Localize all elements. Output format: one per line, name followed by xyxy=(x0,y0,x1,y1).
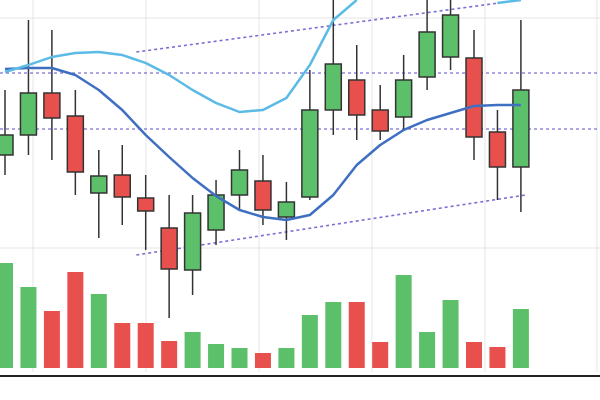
candle-body xyxy=(43,92,61,119)
volume-bar xyxy=(231,348,248,368)
volume-bar xyxy=(442,300,459,368)
volume-bar xyxy=(0,263,13,368)
volume-bar xyxy=(489,347,506,368)
moving-average xyxy=(4,66,521,222)
volume-bar xyxy=(184,332,201,368)
volume-bar xyxy=(67,272,84,368)
volume-bar xyxy=(114,323,131,368)
volume-bar xyxy=(208,344,225,368)
volume-bar xyxy=(419,332,436,368)
volume-bar xyxy=(348,302,365,368)
volume-bar xyxy=(20,287,37,368)
trend-line xyxy=(136,0,522,53)
candle-body xyxy=(301,109,319,198)
moving-average xyxy=(4,0,522,114)
candle-body xyxy=(441,14,460,58)
volume-bar xyxy=(254,353,271,368)
volume-bar xyxy=(466,342,482,368)
volume-bar xyxy=(301,315,318,368)
candle-body xyxy=(66,115,85,173)
candle-body xyxy=(371,109,389,132)
volume-bar xyxy=(90,294,107,368)
volume-bar xyxy=(372,342,389,368)
candle-body xyxy=(160,227,178,270)
candle-body xyxy=(136,197,155,212)
volume-bar xyxy=(325,302,342,368)
candle-body xyxy=(90,175,108,194)
candle-body xyxy=(254,180,272,211)
plot xyxy=(0,0,600,368)
volume-bar xyxy=(512,309,529,368)
volume-bar xyxy=(278,348,295,368)
candle-body xyxy=(394,79,413,118)
volume-bar xyxy=(161,341,178,368)
candle-body xyxy=(418,31,436,78)
candle-body xyxy=(465,57,483,138)
candle-body xyxy=(0,134,14,156)
volume-bar xyxy=(395,275,412,368)
candle-body xyxy=(113,174,131,198)
candle-body xyxy=(512,89,530,168)
candle-body xyxy=(488,131,507,168)
candle-body xyxy=(348,79,366,116)
candle-body xyxy=(324,63,343,111)
volume-bar xyxy=(43,311,60,368)
candle-body xyxy=(183,212,202,271)
candle-body xyxy=(19,92,38,136)
candle-body xyxy=(277,201,296,218)
grid xyxy=(0,0,600,372)
volume-bar xyxy=(137,323,154,368)
candle-body xyxy=(230,169,249,196)
